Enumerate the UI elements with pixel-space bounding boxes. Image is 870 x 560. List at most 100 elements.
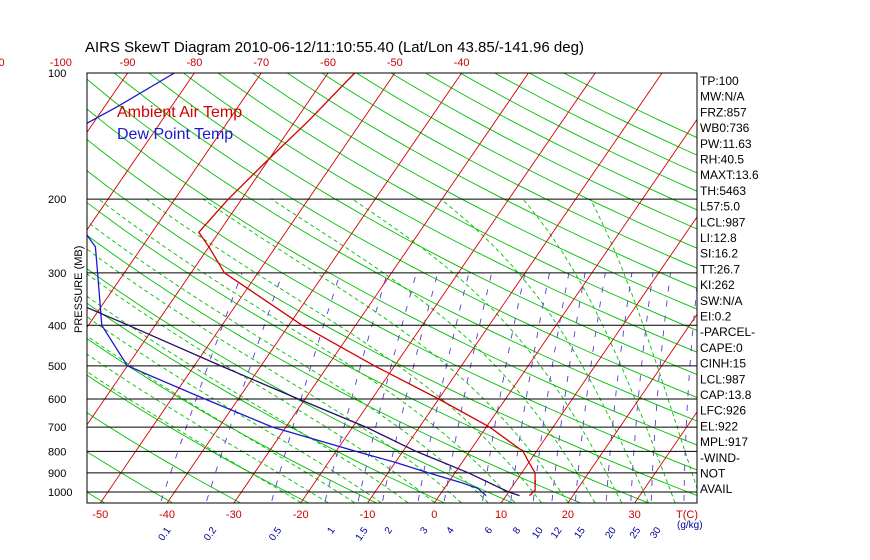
chart-title: AIRS SkewT Diagram 2010-06-12/11:10:55.4… xyxy=(85,39,584,56)
mixing-ratio-label: 3 xyxy=(418,525,430,536)
isotherm xyxy=(87,73,329,426)
index-text: CINH:15 xyxy=(700,357,746,371)
top-tick-label: -70 xyxy=(253,57,269,69)
index-text: SW:N/A xyxy=(700,294,742,308)
index-text: SI:16.2 xyxy=(700,247,738,261)
index-text: CAPE:0 xyxy=(700,341,743,355)
top-tick-label: -100 xyxy=(50,57,72,69)
dry-adiabat xyxy=(87,491,105,503)
plot-frame xyxy=(86,72,698,504)
dry-adiabat xyxy=(87,78,697,422)
mixing-ratio-label: 8 xyxy=(511,525,523,536)
dry-adiabat xyxy=(251,73,697,310)
mixing-ratio-line xyxy=(482,272,526,501)
moist-adiabat xyxy=(522,198,676,503)
dry-adiabat xyxy=(0,59,36,502)
index-text: FRZ:857 xyxy=(700,105,747,119)
bottom-tick-label: 20 xyxy=(562,509,574,521)
dry-adiabat xyxy=(87,268,512,503)
pressure-tick-label: 400 xyxy=(48,320,66,332)
pressure-tick-label: 700 xyxy=(48,422,66,434)
dry-adiabat xyxy=(87,302,444,503)
legend-ambient-temp: Ambient Air Temp xyxy=(117,104,242,121)
top-tick-label: -110 xyxy=(0,57,5,69)
moist-adiabat xyxy=(440,198,649,503)
parcel-line xyxy=(87,306,520,497)
mixing-ratio-line xyxy=(443,272,493,501)
dry-adiabat xyxy=(113,73,697,398)
moist-adiabat xyxy=(271,198,596,503)
dry-adiabat xyxy=(493,73,697,174)
mixing-ratio-line xyxy=(417,272,470,501)
dry-adiabat xyxy=(87,170,697,497)
pressure-tick-label: 1000 xyxy=(48,487,72,499)
moist-adiabat xyxy=(87,335,355,503)
isotherm xyxy=(769,54,870,503)
index-text: TT:26.7 xyxy=(700,262,740,276)
mixing-ratio-label: 20 xyxy=(603,525,619,541)
ambient-temp-line xyxy=(197,73,536,497)
dew-point-line xyxy=(87,73,487,497)
index-text: KI:262 xyxy=(700,278,735,292)
moist-adiabat xyxy=(589,198,697,490)
index-text: -WIND- xyxy=(700,451,740,465)
mixing-ratio-label: 25 xyxy=(628,525,644,541)
moist-adiabat xyxy=(87,370,302,503)
isotherm xyxy=(166,73,463,503)
mixing-ratio-line xyxy=(683,282,697,501)
moist-adiabat xyxy=(87,295,409,503)
isotherm xyxy=(367,73,663,503)
index-text: TH:5463 xyxy=(700,184,746,198)
dry-adiabat xyxy=(87,374,309,503)
mixing-ratio-line xyxy=(574,272,606,501)
moist-adiabat xyxy=(87,353,328,503)
bottom-tick-label: 10 xyxy=(495,509,507,521)
mixing-ratio-label: 2 xyxy=(383,525,395,536)
mixing-ratio-label: 6 xyxy=(483,525,495,536)
dry-adiabat xyxy=(182,73,697,353)
isotherm xyxy=(500,216,697,503)
dry-adiabat xyxy=(528,73,697,156)
isotherm xyxy=(835,54,870,503)
pressure-tick-label: 800 xyxy=(48,446,66,458)
mixing-ratio-label: 0.5 xyxy=(267,525,284,543)
mixing-ratio-label: 30 xyxy=(648,525,664,541)
mixing-ratio-line xyxy=(630,272,654,501)
bottom-unit-label: T(C) xyxy=(676,509,698,521)
pressure-tick-label: 900 xyxy=(48,468,66,480)
index-text: PW:11.63 xyxy=(700,137,752,151)
pressure-tick-label: 200 xyxy=(48,194,66,206)
isotherm xyxy=(300,73,596,503)
mixing-ratio-label: 0.1 xyxy=(157,525,174,543)
index-text: L57:5.0 xyxy=(700,200,740,214)
index-text: EI:0.2 xyxy=(700,310,732,324)
top-tick-label: -60 xyxy=(320,57,336,69)
index-text: AVAIL xyxy=(700,482,733,496)
index-text: LI:12.8 xyxy=(700,231,737,245)
dry-adiabat xyxy=(87,202,648,503)
isotherm xyxy=(233,73,529,503)
pressure-tick-label: 300 xyxy=(48,268,66,280)
pressure-tick-label: 500 xyxy=(48,361,66,373)
top-tick-label: -50 xyxy=(387,57,403,69)
pressure-tick-label: 600 xyxy=(48,394,66,406)
y-axis-label: PRESSURE (MB) xyxy=(73,246,85,333)
index-text: -PARCEL- xyxy=(700,325,755,339)
mixing-ratio-label: 12 xyxy=(549,525,565,541)
dry-adiabat xyxy=(286,73,697,289)
isotherm xyxy=(100,73,396,503)
bottom-tick-label: -40 xyxy=(159,509,175,521)
dry-adiabat xyxy=(355,73,697,249)
bottom-tick-label: -20 xyxy=(293,509,309,521)
dry-adiabat xyxy=(459,73,697,192)
mixing-ratio-label: 4 xyxy=(445,525,457,536)
pressure-tick-label: 100 xyxy=(48,68,66,80)
isotherm xyxy=(87,73,262,329)
mixing-ratio-label: 1 xyxy=(325,525,337,536)
top-tick-label: -80 xyxy=(186,57,202,69)
dry-adiabat xyxy=(148,73,697,375)
dry-adiabat xyxy=(390,73,697,230)
mixing-ratio-line xyxy=(271,272,341,502)
mixing-ratio-line xyxy=(551,272,586,501)
mixing-ratio-unit: (g/kg) xyxy=(677,520,703,531)
